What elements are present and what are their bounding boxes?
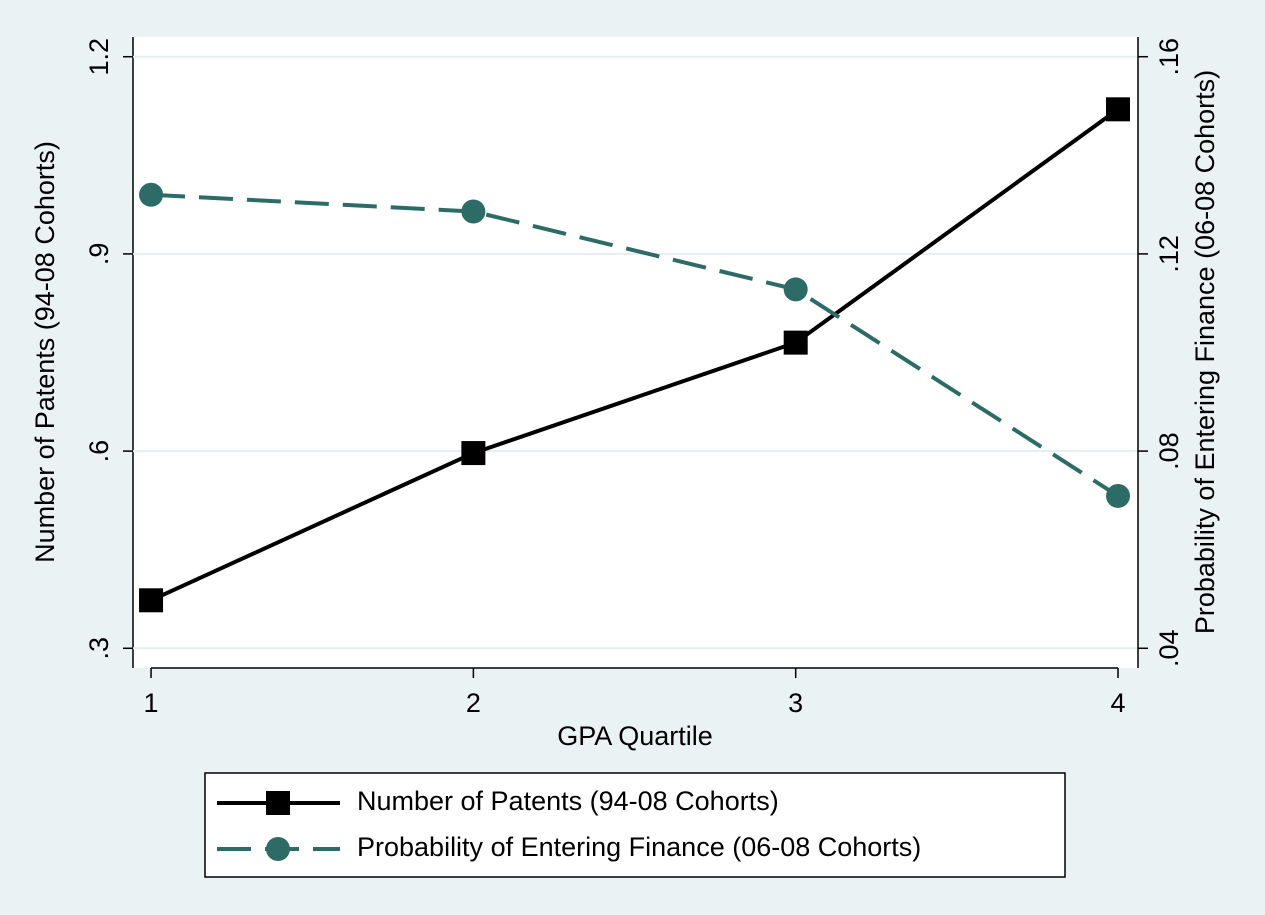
x-tick-label: 1 [144, 688, 159, 718]
plot-area [133, 37, 1138, 668]
legend-marker [266, 791, 290, 815]
legend-label: Number of Patents (94-08 Cohorts) [357, 786, 779, 816]
legend-box [204, 772, 1066, 878]
x-tick-label: 3 [788, 688, 803, 718]
data-point [783, 277, 808, 302]
data-point [1106, 483, 1131, 508]
series-line [150, 107, 1120, 603]
legend-marker [266, 837, 290, 861]
x-axis-label: GPA Quartile [557, 721, 713, 751]
y-tick-label: .9 [84, 243, 114, 266]
data-point [139, 588, 164, 613]
data-point [783, 330, 808, 355]
data-point [1106, 97, 1131, 122]
y-tick-label: 1.2 [84, 38, 114, 76]
legend-label: Probability of Entering Finance (06-08 C… [357, 832, 921, 862]
x-tick-label: 4 [1111, 688, 1126, 718]
y2-axis-label: Probability of Entering Finance (06-08 C… [1190, 70, 1220, 634]
series-line [150, 192, 1120, 498]
y-axis-label: Number of Patents (94-08 Cohorts) [30, 141, 60, 563]
data-point [461, 441, 486, 466]
data-point [139, 182, 164, 207]
y-tick-label: .6 [84, 440, 114, 463]
y2-tick-label: .04 [1154, 630, 1184, 668]
y2-tick-label: .16 [1154, 38, 1184, 76]
x-tick-label: 2 [466, 688, 481, 718]
y2-tick-label: .08 [1154, 432, 1184, 470]
y-tick-label: .3 [84, 637, 114, 660]
y2-tick-label: .12 [1154, 235, 1184, 273]
data-point [461, 199, 486, 224]
